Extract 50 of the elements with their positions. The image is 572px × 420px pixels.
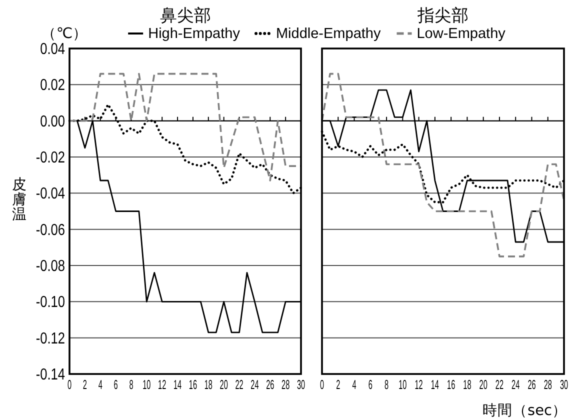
x-tick-label: 6	[114, 378, 118, 393]
y-tick-label: -0.06	[36, 222, 65, 240]
x-tick-label: 16	[447, 378, 456, 393]
x-tick-label: 4	[352, 378, 356, 393]
x-tick-label: 26	[528, 378, 536, 393]
y-tick-label: -0.14	[36, 366, 65, 384]
y-tick-label: -0.10	[36, 294, 65, 312]
x-tick-label: 2	[336, 378, 340, 393]
y-tick-label: -0.08	[36, 258, 65, 276]
y-tick-label: 0.02	[40, 76, 65, 95]
y-tick-label: -0.12	[36, 330, 65, 348]
chart-title: 指尖部	[418, 6, 468, 26]
x-tick-label: 2	[82, 378, 87, 393]
x-tick-label: 24	[250, 378, 259, 393]
chart-title: 鼻尖部	[160, 6, 211, 26]
legend-label: Middle-Empathy	[276, 26, 381, 42]
x-tick-label: 12	[414, 378, 423, 393]
y-tick-label: -0.04	[36, 185, 65, 204]
x-tick-label: 22	[495, 378, 504, 393]
x-tick-label: 10	[398, 378, 407, 393]
x-tick-label: 20	[479, 378, 488, 393]
x-tick-label: 0	[320, 378, 324, 393]
x-tick-label: 16	[188, 378, 197, 393]
x-tick-label: 28	[282, 378, 290, 393]
x-tick-label: 30	[560, 378, 568, 393]
x-axis-title: 時間（sec）	[482, 403, 567, 419]
x-tick-label: 22	[235, 378, 244, 393]
y-tick-label: 0.04	[40, 40, 65, 58]
x-tick-label: 4	[98, 378, 102, 393]
legend-label: High-Empathy	[148, 26, 240, 42]
x-tick-label: 30	[296, 378, 306, 393]
x-tick-label: 20	[220, 378, 228, 393]
x-tick-label: 14	[430, 378, 439, 393]
y-tick-label: -0.02	[36, 149, 65, 167]
x-tick-label: 0	[67, 378, 72, 393]
x-tick-label: 14	[174, 378, 182, 393]
x-tick-label: 10	[142, 378, 151, 393]
x-tick-label: 8	[384, 378, 389, 393]
x-tick-label: 18	[463, 378, 472, 393]
x-tick-label: 6	[368, 378, 372, 393]
x-tick-label: 26	[266, 378, 274, 393]
x-tick-label: 28	[544, 378, 552, 393]
x-tick-label: 24	[512, 378, 520, 393]
x-tick-label: 18	[204, 378, 212, 393]
legend-label: Low-Empathy	[416, 26, 506, 42]
annotation: （℃）	[41, 26, 88, 42]
y-tick-label: 0.00	[40, 113, 65, 131]
y-axis-title: 皮膚温	[12, 176, 27, 223]
x-tick-label: 12	[158, 378, 166, 393]
x-tick-label: 8	[129, 378, 134, 393]
